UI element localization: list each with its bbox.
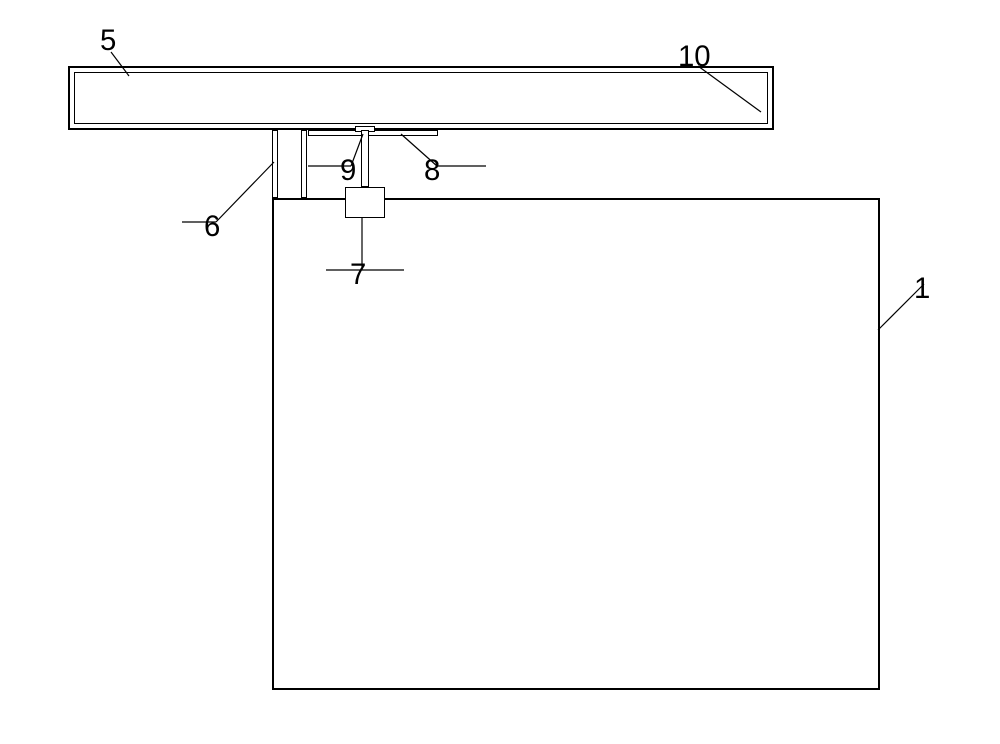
top-channel-inner xyxy=(74,72,768,124)
label-8: 8 xyxy=(424,154,440,188)
label-7: 7 xyxy=(350,258,366,292)
label-9: 9 xyxy=(340,154,356,188)
center-stem xyxy=(361,130,369,187)
upright-left xyxy=(272,130,278,198)
label-10: 10 xyxy=(678,40,711,74)
label-6: 6 xyxy=(204,210,220,244)
label-5: 5 xyxy=(100,24,116,58)
upright-right xyxy=(301,130,307,198)
label-1: 1 xyxy=(914,272,930,306)
center-block xyxy=(345,187,385,218)
diagram-canvas: 5 10 8 9 6 7 1 xyxy=(0,0,1000,744)
